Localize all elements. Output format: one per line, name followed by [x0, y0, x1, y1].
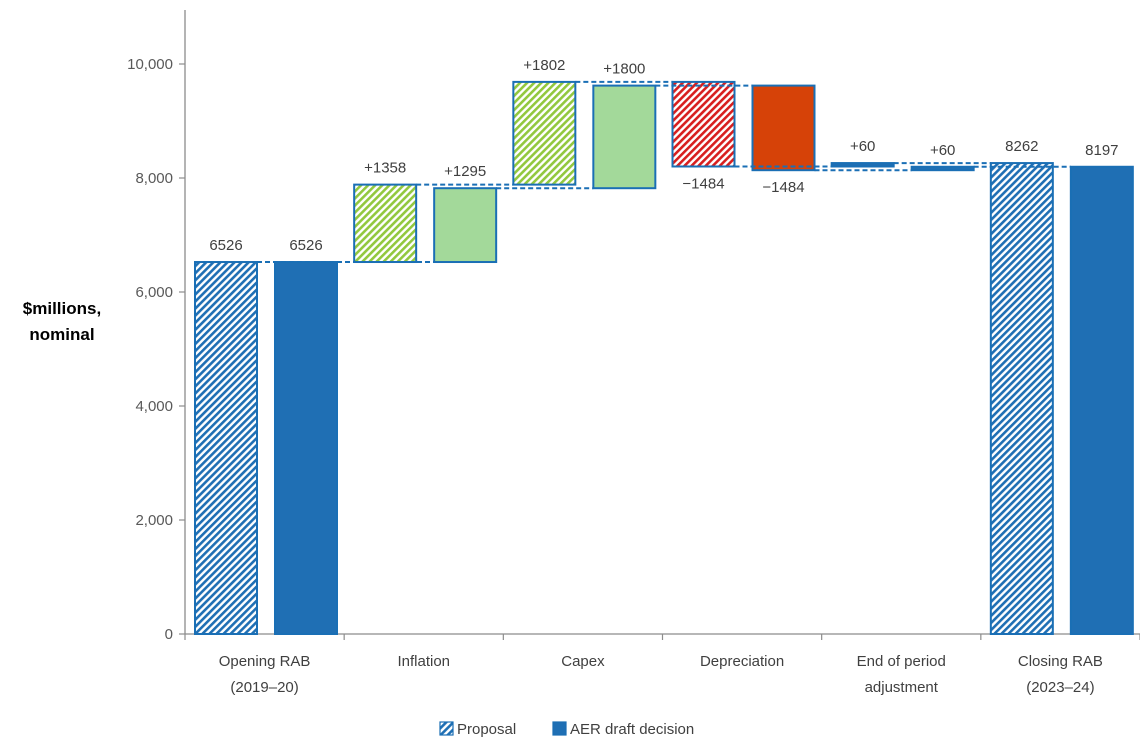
- y-axis-title: $millions, nominal: [23, 299, 101, 344]
- x-category-label: Capex: [561, 653, 605, 670]
- legend-swatch-aer-draft-decision: [552, 721, 567, 736]
- data-label: +60: [930, 142, 955, 159]
- x-axis-labels: Opening RAB (2019–20) Inflation Capex Deprec…: [219, 653, 1103, 696]
- bar-aer-draft-decision: [592, 84, 657, 190]
- plot-area: 6526 +1358 +1802 −1484 +60 8262 6526 +1295 +1800…: [194, 57, 1134, 635]
- y-tick-label: 10,000: [127, 56, 173, 73]
- data-label: 8262: [1005, 138, 1038, 155]
- x-category-label: (2019–20): [230, 679, 298, 696]
- bar-aer-draft-decision: [910, 165, 975, 172]
- y-axis-title-line-1: $millions,: [23, 299, 101, 318]
- bar-proposal: [512, 80, 577, 186]
- bar-proposal: [194, 261, 258, 635]
- bar-proposal: [353, 183, 418, 264]
- bar-proposal: [989, 162, 1054, 635]
- legend-swatch-proposal: [439, 721, 454, 736]
- bar-aer-draft-decision: [1069, 165, 1134, 635]
- x-category-label: Depreciation: [700, 653, 784, 670]
- bar-proposal: [830, 162, 895, 168]
- data-label: −1484: [682, 175, 724, 192]
- data-label: 6526: [289, 237, 322, 254]
- y-axis: 0 2,000 4,000 6,000 8,000 10,000: [127, 10, 1140, 643]
- x-category-label: Closing RAB: [1018, 653, 1103, 670]
- data-label: +1295: [444, 163, 486, 180]
- y-tick-label: 0: [165, 626, 173, 643]
- data-label: +60: [850, 138, 875, 155]
- bar-aer-draft-decision: [274, 261, 338, 635]
- y-tick-label: 6,000: [135, 284, 173, 301]
- x-category-label: (2023–24): [1026, 679, 1094, 696]
- x-category-label: Inflation: [397, 653, 450, 670]
- legend-label-aer-draft-decision: AER draft decision: [570, 721, 694, 738]
- x-category-label: End of period: [857, 653, 946, 670]
- data-label: +1358: [364, 160, 406, 177]
- y-axis-title-line-2: nominal: [29, 325, 94, 344]
- bar-aer-draft-decision: [751, 84, 816, 172]
- y-tick-label: 2,000: [135, 512, 173, 529]
- x-category-label: adjustment: [865, 679, 939, 696]
- x-category-label: Opening RAB: [219, 653, 311, 670]
- data-label: 8197: [1085, 142, 1118, 159]
- data-label: +1800: [603, 61, 645, 78]
- legend: Proposal AER draft decision: [439, 721, 694, 738]
- y-tick-label: 8,000: [135, 170, 173, 187]
- y-tick-label: 4,000: [135, 398, 173, 415]
- data-label: 6526: [209, 237, 242, 254]
- data-label: −1484: [762, 179, 804, 196]
- legend-label-proposal: Proposal: [457, 721, 516, 738]
- bar-proposal: [671, 80, 736, 168]
- bar-aer-draft-decision: [433, 187, 498, 264]
- data-label: +1802: [523, 57, 565, 74]
